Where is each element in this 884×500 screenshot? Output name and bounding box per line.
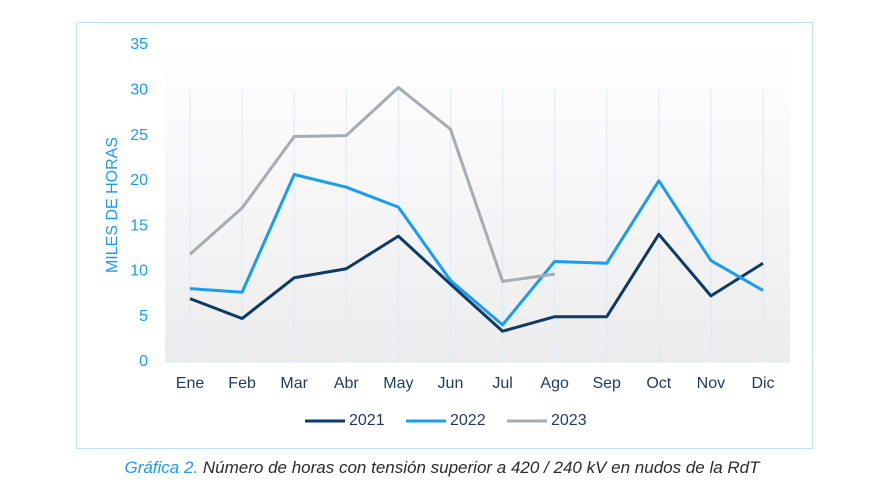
x-tick-label: Dic xyxy=(751,375,774,392)
series-line xyxy=(189,86,555,283)
x-tick-label: Sep xyxy=(592,375,621,392)
x-tick-label: Feb xyxy=(228,375,256,392)
y-tick-label: 15 xyxy=(130,217,148,234)
x-tick-label: Mar xyxy=(280,375,308,392)
y-tick-label: 35 xyxy=(130,36,148,53)
x-tick-label: Jul xyxy=(492,375,512,392)
y-tick-label: 25 xyxy=(130,127,148,144)
x-tick-label: Ago xyxy=(540,375,569,392)
chart: MILES DE HORAS Ene Feb Mar Abr May Jun Jul Ago S… xyxy=(76,22,813,449)
caption-text: Número de horas con tensión superior a 4… xyxy=(202,458,760,477)
plot-background xyxy=(165,45,790,362)
x-tick-label: Jun xyxy=(438,375,464,392)
legend-label: 2022 xyxy=(450,412,486,429)
series-line xyxy=(189,173,764,327)
y-tick-label: 20 xyxy=(130,172,148,189)
y-tick-label: 10 xyxy=(130,263,148,280)
legend-label: 2023 xyxy=(551,412,587,429)
y-tick-label: 0 xyxy=(139,353,148,370)
x-tick-label: Abr xyxy=(334,375,360,392)
caption: Gráfica 2. Número de horas con tensión s… xyxy=(0,458,884,478)
legend-label: 2021 xyxy=(349,412,385,429)
y-tick-label: 30 xyxy=(130,82,148,99)
x-tick-label: Nov xyxy=(697,375,725,392)
x-tick-label: Ene xyxy=(176,375,205,392)
series-line xyxy=(189,232,764,333)
x-tick-label: Oct xyxy=(646,375,671,392)
y-tick-label: 5 xyxy=(139,308,148,325)
caption-label: Gráfica 2. xyxy=(124,458,199,477)
x-tick-label: May xyxy=(383,375,413,392)
y-axis-label: MILES DE HORAS xyxy=(104,137,121,273)
